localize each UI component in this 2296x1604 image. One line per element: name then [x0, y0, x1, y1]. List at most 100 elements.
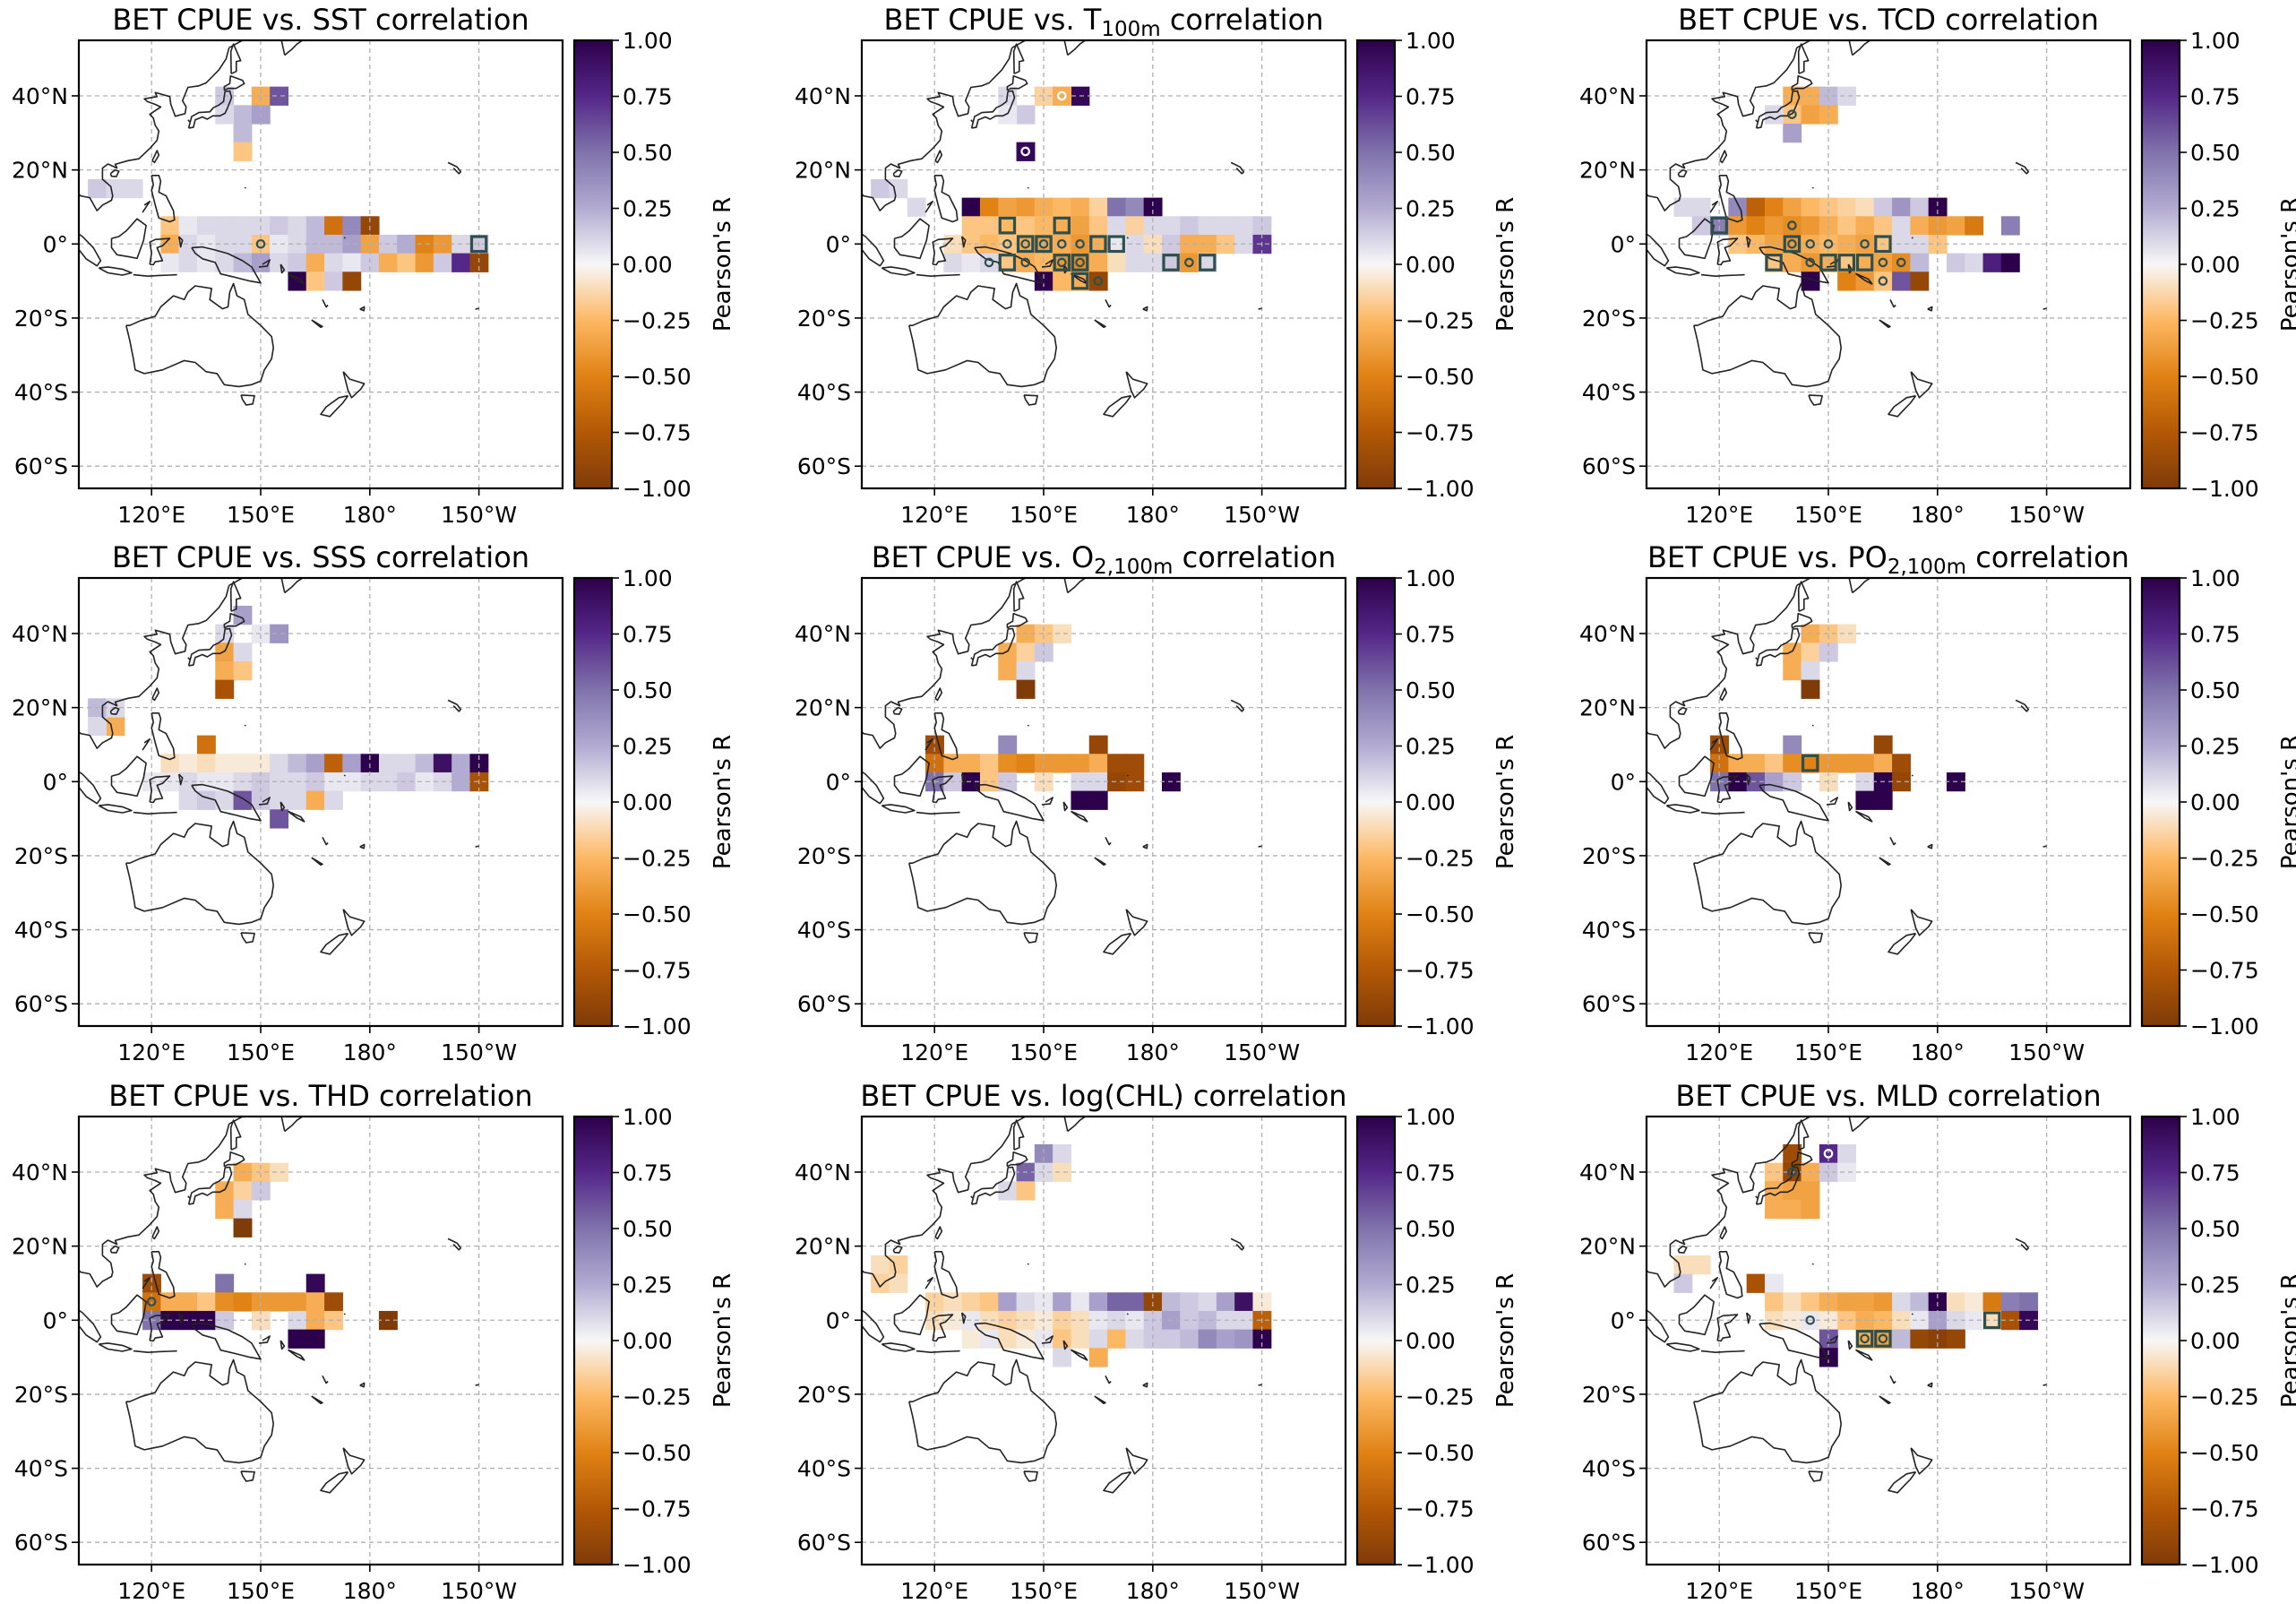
- coastline: [1755, 627, 1801, 667]
- correlation-cell: [1053, 1329, 1072, 1349]
- correlation-cell: [251, 624, 271, 643]
- coastline: [1677, 168, 1688, 177]
- correlation-cell: [1691, 197, 1711, 217]
- panel-title-suffix: correlation: [1184, 1079, 1347, 1113]
- panel-title-prefix: BET CPUE vs. O: [872, 540, 1094, 574]
- lon-tick-label: 120°E: [117, 1039, 185, 1065]
- correlation-cell: [1107, 1310, 1126, 1331]
- lon-tick-label: 180°: [1911, 1039, 1965, 1065]
- correlation-cell: [1837, 197, 1857, 217]
- correlation-cell: [998, 105, 1018, 125]
- correlation-cell: [324, 234, 343, 254]
- coastline: [932, 1314, 954, 1342]
- correlation-cell: [1016, 642, 1036, 662]
- correlation-cell: [961, 197, 981, 217]
- correlation-cell: [451, 754, 471, 773]
- correlation-cell: [1873, 790, 1893, 810]
- lon-tick-label: 120°E: [1685, 1039, 1753, 1065]
- coastline: [109, 706, 120, 715]
- colorbar-tick-label: 0.50: [2190, 677, 2240, 703]
- correlation-cell: [1071, 197, 1090, 217]
- coastline: [149, 1314, 171, 1342]
- panel-title-suffix: correlation: [366, 3, 529, 37]
- correlation-cell: [1783, 1199, 1802, 1220]
- coastline: [1709, 201, 1718, 213]
- lat-tick-label: 40°N: [12, 621, 68, 647]
- colorbar-tick-label: −0.50: [623, 1440, 692, 1466]
- correlation-cell: [1071, 754, 1090, 773]
- lat-tick-label: 20°N: [795, 695, 851, 721]
- coastline: [1027, 724, 1029, 727]
- correlation-cell: [889, 178, 908, 199]
- colorbar-tick-label: −0.50: [623, 364, 692, 390]
- colorbar-tick-label: 0.75: [2190, 84, 2240, 110]
- coastline: [916, 273, 960, 277]
- coastline: [342, 371, 365, 399]
- correlation-cell: [1016, 660, 1036, 681]
- coastline: [149, 775, 171, 804]
- coastline: [288, 810, 305, 823]
- coastline: [1811, 724, 1814, 727]
- coastline: [343, 774, 346, 777]
- correlation-cell: [288, 754, 307, 773]
- lon-tick-label: 120°E: [1685, 502, 1753, 528]
- lon-tick-label: 150°E: [1794, 502, 1862, 528]
- colorbar-tick-label: 0.25: [623, 1272, 673, 1298]
- coastline: [1142, 843, 1148, 849]
- correlation-cell: [178, 754, 198, 773]
- coastline: [244, 1263, 246, 1265]
- coastline: [970, 627, 1016, 667]
- lon-tick-label: 150°W: [2008, 1039, 2085, 1065]
- correlation-cell: [1764, 1162, 1784, 1182]
- correlation-cell: [215, 1273, 235, 1293]
- correlation-cell: [1982, 1310, 2002, 1331]
- panel-title-suffix: correlation: [1161, 3, 1324, 37]
- significance-square: [1071, 254, 1089, 272]
- colorbar-tick-label: 0.50: [623, 140, 673, 166]
- coastline: [1012, 43, 1025, 74]
- coastline: [279, 1340, 286, 1350]
- coastline: [1888, 932, 1917, 955]
- correlation-cell: [1053, 1162, 1072, 1182]
- coastline: [1677, 706, 1688, 715]
- coastline: [932, 237, 954, 266]
- lat-tick-label: 0°: [1611, 1307, 1636, 1333]
- coastline: [1855, 272, 1873, 285]
- correlation-cell: [215, 105, 235, 125]
- coastline: [1258, 307, 1262, 310]
- correlation-cell: [998, 1292, 1018, 1312]
- coastline: [1062, 1340, 1069, 1350]
- correlation-cell: [433, 253, 452, 272]
- correlation-cell: [1053, 86, 1072, 106]
- correlation-cell: [1180, 234, 1200, 254]
- map-frame: [860, 576, 1347, 1028]
- correlation-cell: [88, 178, 107, 199]
- correlation-cell: [1892, 253, 1911, 272]
- coastline: [1811, 186, 1814, 189]
- colorbar-tick-label: −0.50: [2190, 901, 2259, 927]
- coastline: [1006, 612, 1028, 629]
- correlation-cell: [196, 216, 216, 236]
- coastline: [934, 687, 943, 702]
- correlation-cell: [1855, 1329, 1875, 1349]
- coastline: [150, 1251, 176, 1299]
- correlation-cell: [215, 754, 235, 773]
- colorbar: [574, 1117, 612, 1565]
- correlation-cell: [215, 1292, 235, 1312]
- correlation-cell: [270, 624, 289, 643]
- lat-tick-label: 20°N: [1579, 158, 1636, 184]
- coastline: [79, 1309, 102, 1343]
- correlation-cell: [233, 1292, 253, 1312]
- correlation-cell: [251, 1162, 271, 1182]
- colorbar-tick-label: 0.25: [2190, 1272, 2240, 1298]
- significance-circle: [1805, 238, 1816, 249]
- coastline: [475, 307, 479, 310]
- coastline: [1126, 1313, 1129, 1315]
- lat-tick-label: 60°S: [14, 1530, 68, 1556]
- coastline: [1063, 1117, 1087, 1133]
- coastline: [151, 1226, 160, 1240]
- coastline: [1647, 771, 1670, 805]
- lat-tick-label: 20°N: [795, 1234, 851, 1260]
- coastline: [893, 1294, 930, 1336]
- lat-tick-label: 20°N: [1579, 695, 1636, 721]
